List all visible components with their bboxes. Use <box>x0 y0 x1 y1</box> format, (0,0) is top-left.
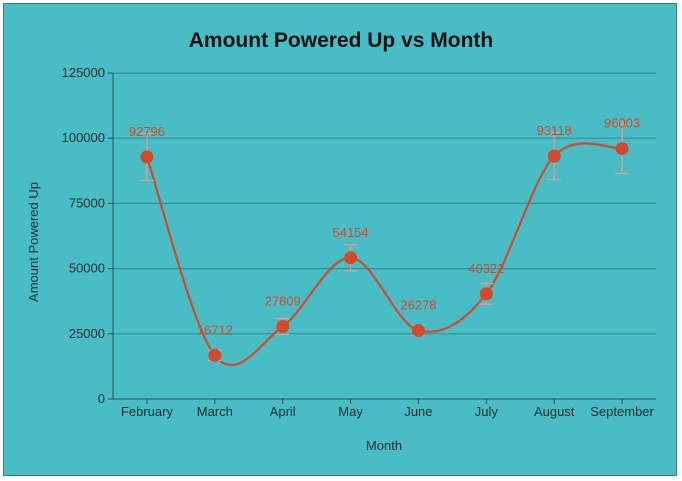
x-axis-title: Month <box>366 438 402 453</box>
data-point <box>208 348 222 362</box>
data-label: 16712 <box>197 322 233 337</box>
data-point <box>276 319 290 333</box>
data-label: 54154 <box>332 225 368 240</box>
data-point <box>140 150 154 164</box>
data-point <box>615 142 629 156</box>
x-tick-label: April <box>270 404 296 419</box>
x-tick-label: February <box>121 404 174 419</box>
data-label: 26278 <box>400 297 436 312</box>
x-tick-label: March <box>197 404 233 419</box>
data-label: 93118 <box>537 123 572 138</box>
data-label: 27809 <box>265 293 301 308</box>
data-label: 92796 <box>129 124 165 139</box>
x-tick-label: September <box>590 404 654 419</box>
y-tick-label: 125000 <box>62 65 105 80</box>
series: 92796 16712 27809 54154 26278 40322 93118 96003 <box>129 116 640 367</box>
data-label: 96003 <box>604 116 640 131</box>
y-axis-title: Amount Powered Up <box>26 182 41 302</box>
y-tick-label: 25000 <box>69 326 105 341</box>
grid-lines <box>113 72 656 335</box>
y-tick-label: 50000 <box>69 261 105 276</box>
chart-background <box>3 3 677 476</box>
data-label: 40322 <box>468 261 504 276</box>
axes <box>108 72 656 404</box>
data-point <box>479 287 493 301</box>
data-point <box>344 251 358 265</box>
x-tick-label: August <box>534 404 575 419</box>
x-tick-label: May <box>338 404 363 419</box>
y-tick-label: 100000 <box>62 130 105 145</box>
chart-title: Amount Powered Up vs Month <box>189 29 494 52</box>
data-point <box>547 149 561 163</box>
y-tick-label: 75000 <box>69 195 105 210</box>
x-tick-label: June <box>404 404 432 419</box>
tick-labels: 0 25000 50000 75000 100000 125000 February Marc… <box>62 65 655 419</box>
data-point <box>411 323 425 337</box>
x-tick-label: July <box>475 404 499 419</box>
y-tick-label: 0 <box>98 391 105 406</box>
